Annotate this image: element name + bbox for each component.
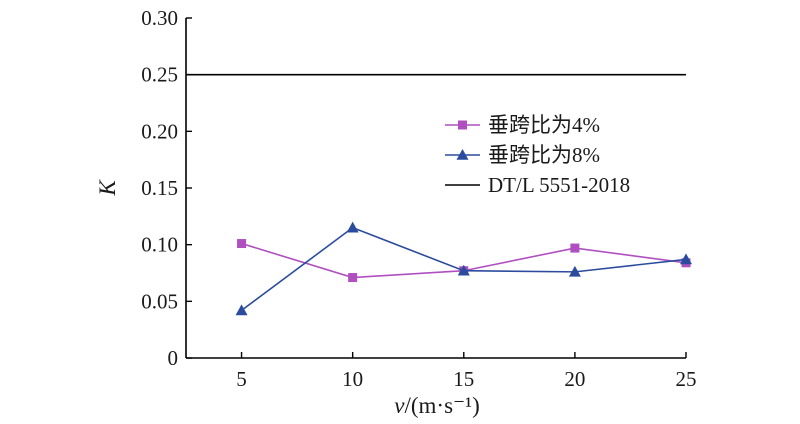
y-tick-label: 0	[168, 346, 179, 370]
y-tick-label: 0.30	[141, 6, 178, 30]
y-tick-label: 0.10	[141, 233, 178, 257]
x-axis-title: v/(m·s⁻¹)	[394, 393, 479, 418]
y-tick-label: 0.20	[141, 119, 178, 143]
data-point	[568, 265, 581, 277]
legend: 垂跨比为4% 垂跨比为8% DT/L 5551-2018	[445, 113, 630, 197]
x-tick-label: 25	[676, 367, 697, 391]
legend-label: 垂跨比为8%	[488, 143, 600, 167]
data-point	[680, 253, 692, 265]
y-tick-label: 0.05	[141, 289, 178, 313]
series-1	[237, 239, 691, 283]
x-tick-label: 10	[342, 367, 363, 391]
data-point	[346, 221, 359, 233]
x-tick-label: 5	[236, 367, 247, 391]
y-tick-label: 0.25	[141, 63, 178, 87]
data-point	[237, 239, 247, 249]
tick-labels: 0 0.05 0.10 0.15 0.20 0.25 0.30 5 10 15 20 25	[141, 6, 696, 391]
series-2	[235, 221, 692, 316]
legend-marker	[456, 149, 469, 160]
x-tick-label: 20	[564, 367, 585, 391]
legend-label: 垂跨比为4%	[488, 113, 600, 137]
legend-label: DT/L 5551-2018	[488, 173, 630, 197]
legend-item: 垂跨比为8%	[445, 143, 600, 167]
y-tick-label: 0.15	[141, 176, 178, 200]
series-group	[235, 221, 692, 316]
legend-item: 垂跨比为4%	[445, 113, 600, 137]
data-point	[235, 304, 248, 316]
data-point	[457, 264, 470, 276]
legend-item: DT/L 5551-2018	[445, 173, 630, 197]
data-point	[348, 273, 358, 283]
y-axis-title: K	[95, 179, 120, 197]
x-tick-label: 15	[453, 367, 474, 391]
data-point	[570, 243, 580, 253]
legend-marker	[458, 120, 467, 130]
